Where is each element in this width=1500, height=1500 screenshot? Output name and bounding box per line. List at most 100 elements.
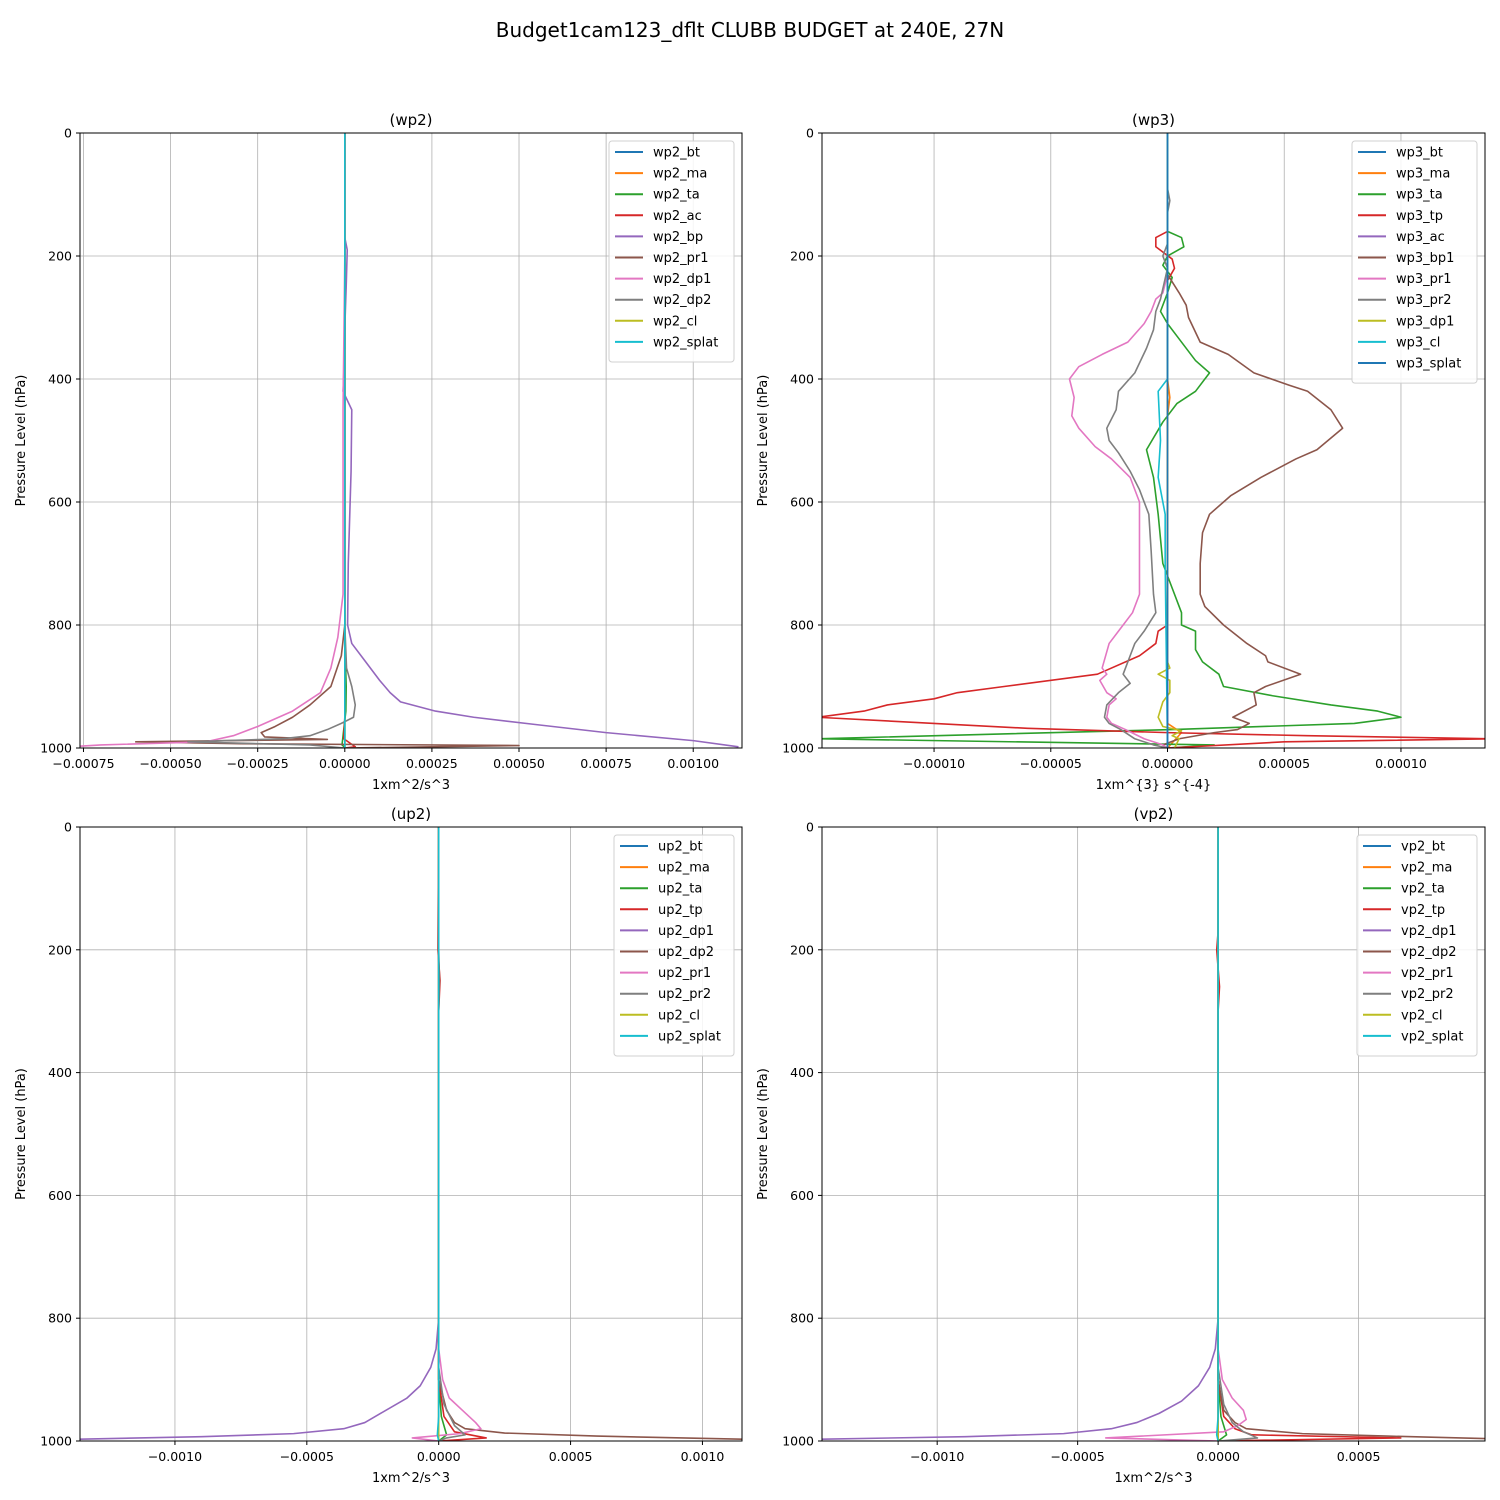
wp2-x-tick-label: 0.00100: [667, 756, 719, 771]
vp2-x-tick-label: −0.0010: [910, 1449, 964, 1464]
legend-label-wp2_cl: wp2_cl: [653, 314, 697, 329]
series-line-wp2_bp: [342, 133, 739, 748]
wp3-x-tick-label: 0.00010: [1375, 756, 1427, 771]
legend-label-wp3_splat: wp3_splat: [1396, 357, 1461, 372]
legend-label-up2_pr2: up2_pr2: [658, 987, 711, 1002]
figure-title: Budget1cam123_dflt CLUBB BUDGET at 240E,…: [496, 18, 1004, 42]
wp2-x-tick-label: −0.00050: [140, 756, 202, 771]
wp2-legend-box: [608, 140, 735, 363]
vp2-y-tick-label: 1000: [782, 1434, 814, 1449]
vp2-y-axis-label: Pressure Level (hPa): [756, 1068, 771, 1200]
wp2-x-axis-label: 1xm^2/s^3: [372, 778, 450, 793]
legend-label-wp2_splat: wp2_splat: [653, 335, 718, 350]
wp3-y-tick-label: 200: [790, 249, 814, 264]
series-line-vp2_pr1: [1104, 827, 1248, 1441]
wp3-series-group: [822, 133, 1485, 748]
legend-label-vp2_tp: vp2_tp: [1401, 903, 1445, 918]
up2-y-tick-label: 600: [48, 1188, 72, 1203]
up2-y-tick-label: 0: [64, 820, 72, 835]
up2-axes-frame: [79, 826, 743, 1442]
legend-label-wp3_pr1: wp3_pr1: [1396, 272, 1452, 287]
vp2-x-tick-label: 0.0005: [1337, 1449, 1381, 1464]
wp3-y-tick-label: 800: [790, 618, 814, 633]
legend-label-up2_ta: up2_ta: [658, 882, 702, 897]
wp2-series-group: [80, 133, 739, 748]
legend-label-vp2_pr1: vp2_pr1: [1401, 966, 1454, 981]
legend-label-wp2_bp: wp2_bp: [653, 230, 703, 245]
legend-label-up2_ma: up2_ma: [658, 861, 710, 876]
up2-legend: up2_bt up2_ma up2_ta up2_tp up2_dp1 up2_dp2up…: [613, 834, 735, 1057]
vp2-legend: vp2_bt vp2_ma vp2_ta vp2_tp vp2_dp1 vp2_dp2vp…: [1356, 834, 1478, 1057]
vp2-y-tick-label: 600: [790, 1188, 814, 1203]
wp2-panel: −0.00075 −0.00050 −0.00025 0.00000 0.00025 0.…: [14, 111, 743, 793]
series-line-vp2_dp1: [822, 827, 1219, 1440]
legend-label-wp3_cl: wp3_cl: [1396, 335, 1440, 350]
vp2-axes-frame: [821, 826, 1486, 1442]
legend-label-wp3_pr2: wp3_pr2: [1396, 293, 1452, 308]
wp2-y-tick-label: 1000: [40, 741, 72, 756]
wp2-axes-frame: [79, 132, 743, 749]
wp3-y-tick-label: 0: [806, 126, 814, 141]
series-line-up2_pr1: [411, 827, 482, 1441]
wp2-legend: wp2_bt wp2_ma wp2_ta wp2_ac wp2_bp wp2_pr1 wp2…: [608, 140, 735, 363]
wp2-y-tick-label: 600: [48, 495, 72, 510]
vp2-x-axis-label: 1xm^2/s^3: [1114, 1471, 1192, 1486]
series-line-wp3_pr2: [1103, 133, 1171, 748]
up2-x-tick-label: −0.0010: [148, 1449, 202, 1464]
legend-label-wp2_pr1: wp2_pr1: [653, 251, 709, 266]
legend-label-vp2_pr2: vp2_pr2: [1401, 987, 1454, 1002]
vp2-y-tick-label: 0: [806, 820, 814, 835]
up2-y-axis-label: Pressure Level (hPa): [14, 1068, 29, 1200]
wp3-x-tick-label: 0.00005: [1258, 756, 1310, 771]
legend-label-wp2_dp1: wp2_dp1: [653, 272, 711, 287]
wp2-x-tick-label: 0.00000: [319, 756, 371, 771]
up2-x-tick-label: −0.0005: [280, 1449, 334, 1464]
legend-label-up2_pr1: up2_pr1: [658, 966, 711, 981]
up2-y-tick-label: 400: [48, 1065, 72, 1080]
up2-y-tick-label: 1000: [40, 1434, 72, 1449]
vp2-legend-box: [1356, 834, 1478, 1057]
up2-y-tick-label: 800: [48, 1311, 72, 1326]
series-line-wp3_bp1: [1162, 133, 1344, 748]
legend-label-wp3_bt: wp3_bt: [1396, 146, 1443, 161]
wp2-y-tick-label: 800: [48, 618, 72, 633]
wp3-legend: wp3_bt wp3_ma wp3_ta wp3_tp wp3_ac wp3_bp1 wp3…: [1351, 140, 1478, 384]
wp2-y-axis-label: Pressure Level (hPa): [14, 375, 29, 507]
up2-y-tick-label: 200: [48, 942, 72, 957]
wp3-x-tick-label: −0.00010: [903, 756, 965, 771]
vp2-x-tick-label: 0.0000: [1196, 1449, 1240, 1464]
wp3-panel: −0.00010 −0.00005 0.00000 0.00005 0.00010 0 20…: [756, 111, 1486, 793]
wp2-y-tick-label: 400: [48, 372, 72, 387]
wp3-y-tick-label: 600: [790, 495, 814, 510]
up2-x-axis-label: 1xm^2/s^3: [372, 1471, 450, 1486]
legend-label-wp3_ma: wp3_ma: [1396, 167, 1450, 182]
up2-panel-title: (up2): [391, 805, 431, 823]
up2-x-tick-label: 0.0005: [549, 1449, 593, 1464]
wp2-y-tick-label: 200: [48, 249, 72, 264]
legend-label-vp2_bt: vp2_bt: [1401, 840, 1445, 855]
legend-label-wp2_ma: wp2_ma: [653, 167, 707, 182]
series-line-up2_dp1: [80, 827, 440, 1440]
wp2-x-tick-label: 0.00025: [406, 756, 458, 771]
legend-label-wp2_dp2: wp2_dp2: [653, 293, 711, 308]
wp3-x-tick-label: −0.00005: [1020, 756, 1082, 771]
up2-x-tick-label: 0.0000: [417, 1449, 461, 1464]
series-line-vp2_dp2: [1217, 827, 1485, 1440]
legend-label-up2_bt: up2_bt: [658, 840, 703, 855]
up2-series-group: [80, 827, 742, 1441]
vp2-panel: −0.0010 −0.0005 0.0000 0.0005 0 200 400 600 800 1…: [756, 805, 1486, 1486]
legend-label-vp2_ma: vp2_ma: [1401, 861, 1452, 876]
legend-label-up2_dp2: up2_dp2: [658, 945, 714, 960]
wp3-x-tick-label: 0.00000: [1142, 756, 1194, 771]
wp3-y-tick-label: 1000: [782, 741, 814, 756]
wp3-y-axis-label: Pressure Level (hPa): [756, 375, 771, 507]
vp2-y-tick-label: 800: [790, 1311, 814, 1326]
wp3-panel-title: (wp3): [1132, 111, 1175, 129]
vp2-y-tick-label: 200: [790, 942, 814, 957]
legend-label-vp2_dp1: vp2_dp1: [1401, 924, 1457, 939]
legend-label-wp2_bt: wp2_bt: [653, 146, 700, 161]
legend-label-wp3_tp: wp3_tp: [1396, 209, 1443, 224]
legend-label-vp2_dp2: vp2_dp2: [1401, 945, 1457, 960]
legend-label-wp3_ta: wp3_ta: [1396, 188, 1443, 203]
